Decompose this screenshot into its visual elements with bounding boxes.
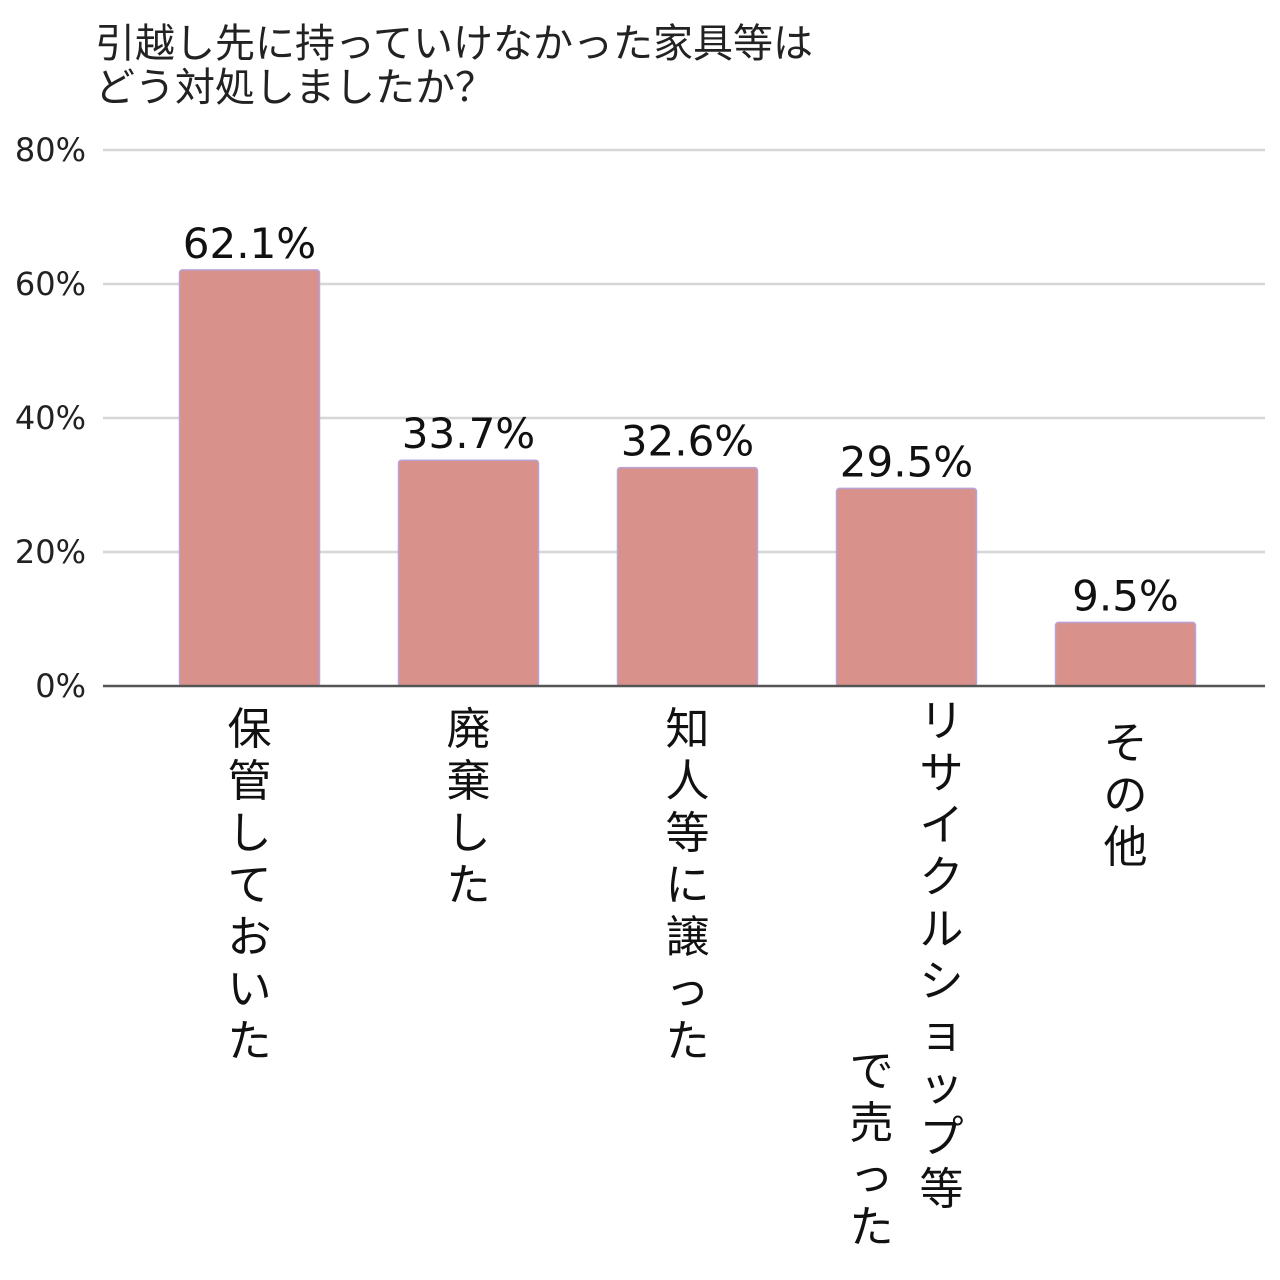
value-label: 32.6% [621,417,754,466]
bar [1054,621,1197,687]
y-tick-label: 0% [35,667,86,705]
value-label: 33.7% [402,409,535,458]
value-labels: 62.1% 33.7% 32.6% 29.5% 9.5% [183,219,1179,620]
x-category-label: リサイクルショップ等 [920,696,964,1215]
x-category-label: 廃棄した [447,704,491,911]
x-category-label: 知人等に譲った [666,704,710,1067]
value-label: 29.5% [840,437,973,486]
bar [835,487,978,687]
x-category-label: で売った [850,1046,894,1253]
y-tick-label: 60% [15,265,86,303]
y-tick-label: 80% [15,131,86,169]
y-tick-label: 20% [15,533,86,571]
chart-title: 引越し先に持っていけなかった家具等は どう対処しましたか？ [95,22,813,110]
value-label: 62.1% [183,219,316,268]
bar [397,459,540,687]
bar [178,269,321,687]
y-axis-tick-labels: 0% 20% 40% 60% 80% [15,131,86,705]
value-label: 9.5% [1072,571,1179,620]
y-tick-label: 40% [15,399,86,437]
x-category-label: その他 [1104,718,1148,873]
bars [178,269,1197,687]
x-category-label: 保管しておいた [228,704,272,1067]
bar [616,466,759,687]
chart-title-line-2: どう対処しましたか？ [95,65,495,111]
chart-title-line-1: 引越し先に持っていけなかった家具等は [95,21,813,67]
